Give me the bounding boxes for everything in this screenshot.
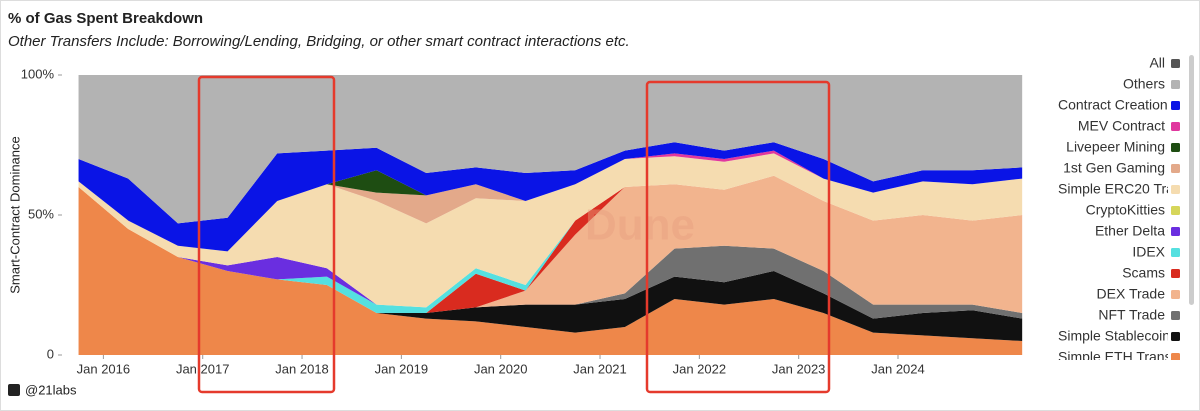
x-tick-label: Jan 2021 — [573, 361, 627, 376]
area — [78, 142, 1023, 252]
legend-item[interactable]: All — [1149, 55, 1180, 71]
scrollbar — [1189, 55, 1194, 305]
x-tick-label: Jan 2023 — [772, 361, 826, 376]
legend-swatch — [1171, 248, 1180, 257]
x-tick-label: Jan 2018 — [275, 361, 329, 376]
legend-swatch — [1171, 80, 1180, 89]
area — [78, 153, 1023, 308]
legend-item[interactable]: Livepeer Mining — [1066, 139, 1180, 155]
legend-swatch — [1171, 269, 1180, 278]
legend-swatch — [1171, 206, 1180, 215]
legend-item[interactable]: MEV Contract — [1078, 118, 1180, 134]
y-tick-label: 100% — [21, 66, 55, 81]
legend-swatch — [1171, 353, 1180, 360]
legend-swatch — [1171, 185, 1180, 194]
legend-swatch — [1171, 101, 1180, 110]
plot — [78, 75, 1023, 355]
legend-label: CryptoKitties — [1086, 202, 1165, 218]
legend-item[interactable]: Ether Delta — [1095, 223, 1180, 239]
legend-swatch — [1171, 122, 1180, 131]
legend-item[interactable]: Simple ETH Transfers — [1058, 349, 1195, 365]
legend-label: Contract Creation — [1058, 97, 1168, 113]
legend-item[interactable]: Simple ERC20 Transfers — [1058, 181, 1200, 197]
legend-label: Simple Stablecoin Transfers — [1058, 328, 1200, 344]
legend-swatch — [1171, 143, 1180, 152]
x-tick-label: Jan 2020 — [474, 361, 528, 376]
legend-label: IDEX — [1132, 244, 1165, 260]
y-tick-label: 0 — [47, 346, 54, 361]
legend-item[interactable]: Simple Stablecoin Transfers — [1058, 328, 1200, 344]
legend-item[interactable]: Scams — [1122, 265, 1180, 281]
area — [78, 187, 1023, 355]
legend-label: All — [1149, 55, 1165, 71]
chart-title: % of Gas Spent Breakdown — [8, 10, 203, 27]
legend-label: Ether Delta — [1095, 223, 1165, 239]
legend-swatch — [1171, 290, 1180, 299]
legend-item[interactable]: IDEX — [1132, 244, 1180, 260]
legend-label: Simple ERC20 Transfers — [1058, 181, 1200, 197]
legend-item[interactable]: 1st Gen Gaming — [1063, 160, 1180, 176]
legend-label: NFT Trade — [1098, 307, 1165, 323]
legend: All Others Contract Creation MEV Contract Li… — [1058, 55, 1200, 365]
legend-swatch — [1171, 164, 1180, 173]
area — [78, 75, 1023, 224]
legend-swatch — [1171, 59, 1180, 68]
legend-item[interactable]: NFT Trade — [1098, 307, 1180, 323]
x-tick-label: Jan 2017 — [176, 361, 230, 376]
legend-label: MEV Contract — [1078, 118, 1165, 134]
y-tick-label: 50% — [28, 206, 54, 221]
legend-label: 1st Gen Gaming — [1063, 160, 1165, 176]
footer: @21labs — [25, 382, 77, 397]
area — [78, 187, 1023, 341]
legend-swatch — [1171, 227, 1180, 236]
x-tick-label: Jan 2019 — [375, 361, 429, 376]
legend-label: Scams — [1122, 265, 1165, 281]
area — [78, 175, 1023, 308]
footer-icon — [8, 384, 20, 396]
legend-label: Others — [1123, 76, 1165, 92]
highlight-box — [197, 75, 336, 394]
legend-swatch — [1171, 332, 1180, 341]
y-axis-label: Smart-Contract Dominance — [7, 136, 22, 294]
legend-swatch — [1171, 311, 1180, 320]
x-tick-label: Jan 2022 — [673, 361, 727, 376]
area — [78, 175, 1023, 313]
legend-item[interactable]: Contract Creation — [1058, 97, 1180, 113]
legend-item[interactable]: Others — [1123, 76, 1180, 92]
area — [78, 175, 1023, 313]
x-tick-label: Jan 2016 — [77, 361, 131, 376]
watermark: Dune — [585, 201, 695, 250]
legend-item[interactable]: CryptoKitties — [1086, 202, 1180, 218]
legend-item[interactable]: DEX Trade — [1097, 286, 1180, 302]
chart-subtitle: Other Transfers Include: Borrowing/Lendi… — [8, 33, 630, 50]
x-tick-label: Jan 2024 — [871, 361, 925, 376]
area — [78, 187, 1023, 319]
legend-label: DEX Trade — [1097, 286, 1166, 302]
highlight-box — [645, 80, 831, 394]
legend-label: Simple ETH Transfers — [1058, 349, 1195, 365]
legend-label: Livepeer Mining — [1066, 139, 1165, 155]
